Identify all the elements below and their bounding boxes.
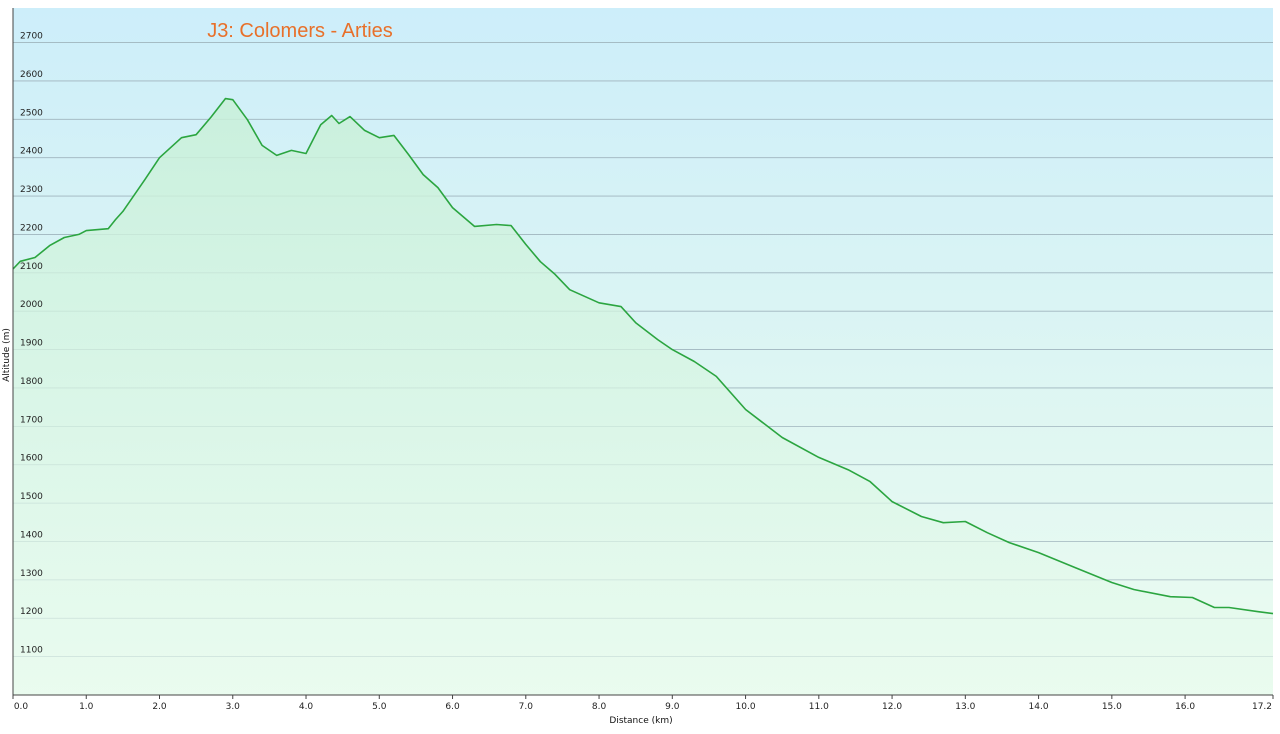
y-tick-label: 2300 [20,185,43,195]
x-tick-label: 15.0 [1102,702,1122,712]
y-tick-label: 2000 [20,300,43,310]
elevation-line [12,97,1274,615]
y-tick-label: 2100 [20,262,43,272]
x-tick-label: 13.0 [955,702,975,712]
x-tick-label: 9.0 [665,702,680,712]
x-tick-label: 1.0 [79,702,94,712]
area-fill [13,98,1273,696]
y-axis-title: Altitude (m) [2,328,12,382]
x-tick-label: 3.0 [226,702,241,712]
y-tick-label: 2200 [20,223,43,233]
x-tick-label: 7.0 [519,702,534,712]
y-tick-label: 1300 [20,569,43,579]
y-tick-label: 2600 [20,70,43,80]
x-tick-label: 12.0 [882,702,902,712]
x-tick-label: 11.0 [809,702,829,712]
series [12,97,1274,696]
y-tick-label: 1800 [20,377,43,387]
y-tick-label: 1900 [20,339,43,349]
x-tick-label: 5.0 [372,702,387,712]
x-axis-title: Distance (km) [609,716,672,726]
y-tick-label: 2700 [20,32,43,42]
x-tick-label: 8.0 [592,702,607,712]
y-tick-label: 1500 [20,492,43,502]
chart-title: J3: Colomers - Arties [207,20,393,42]
x-tick-label: 0.0 [14,702,29,712]
x-tick-label: 2.0 [152,702,167,712]
y-tick-label: 1400 [20,530,43,540]
y-tick-label: 1200 [20,607,43,617]
axes: 1100 1200 1300 1400 1500 1600 1700 1800 1900 2000… [12,8,1274,712]
x-tick-label: 4.0 [299,702,314,712]
y-tick-label: 1100 [20,646,43,656]
y-tick-label: 1700 [20,415,43,425]
x-tick-label: 14.0 [1029,702,1049,712]
y-tick-label: 2500 [20,108,43,118]
x-tick-label: 6.0 [445,702,460,712]
x-tick-label: 10.0 [736,702,756,712]
x-tick-label: 17.2 [1252,702,1272,712]
x-tick-label: 16.0 [1175,702,1195,712]
y-tick-label: 2400 [20,147,43,157]
y-tick-label: 1600 [20,454,43,464]
